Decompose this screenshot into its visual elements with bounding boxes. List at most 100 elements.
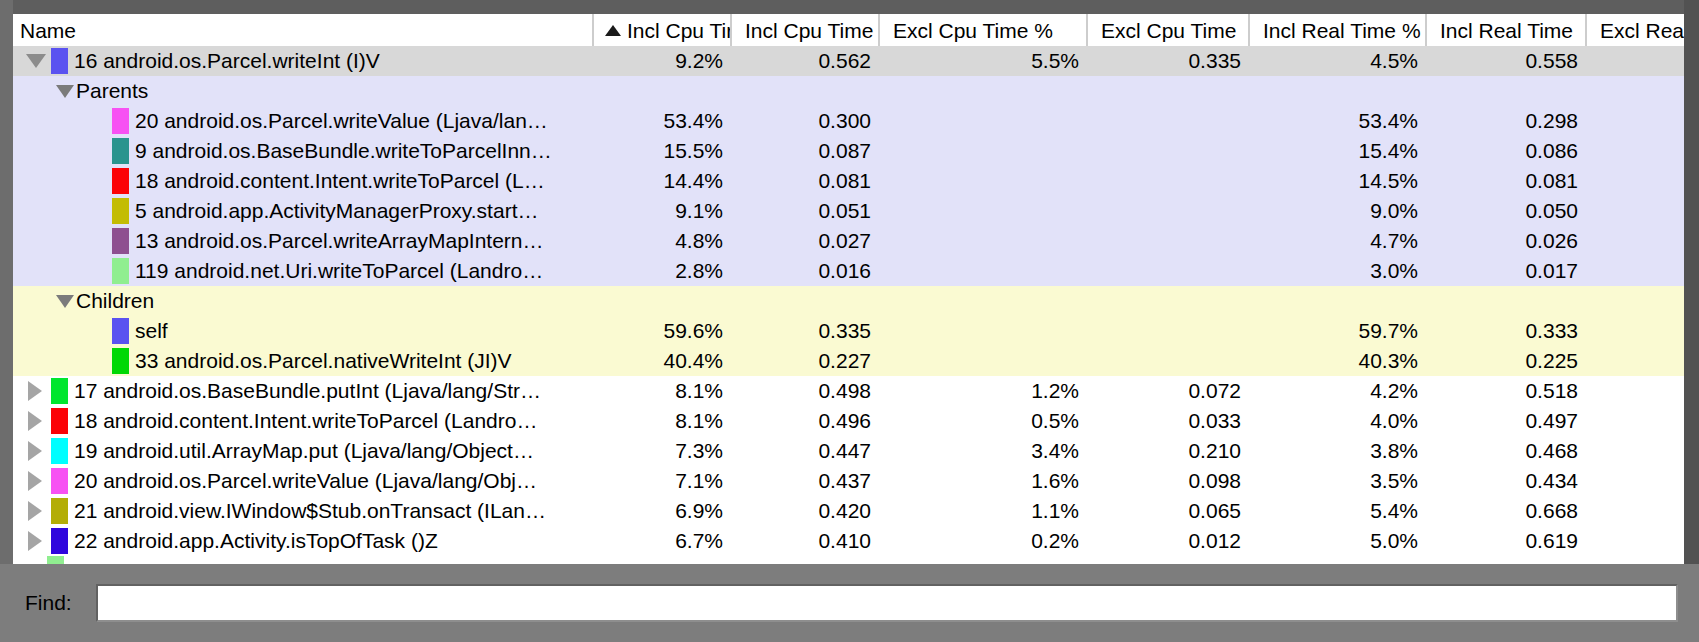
excl-cpu-time-cell <box>1088 166 1250 196</box>
table-row[interactable]: 20 android.os.Parcel.writeValue (Ljava/l… <box>13 106 1684 136</box>
method-color-swatch <box>51 528 68 554</box>
incl-cpu-time-cell: 0.027 <box>732 226 880 256</box>
excl-cpu-time-cell <box>1088 346 1250 376</box>
incl-cpu-time-cell: 0.410 <box>732 526 880 556</box>
column-header-excl-cpu-time[interactable]: Excl Cpu Time <box>1088 14 1250 46</box>
excl-cpu-time-cell: 0.065 <box>1088 496 1250 526</box>
column-header-incl-cpu-time-pct[interactable]: Incl Cpu Tir <box>594 14 732 46</box>
excl-cpu-time-pct-cell: 3.4% <box>880 436 1088 466</box>
method-color-swatch <box>112 168 129 194</box>
excl-cpu-time-cell: 0.012 <box>1088 526 1250 556</box>
table-row[interactable]: 18 android.content.Intent.writeToParcel … <box>13 406 1684 436</box>
table-row[interactable]: 20 android.os.Parcel.writeValue (Ljava/l… <box>13 466 1684 496</box>
collapsed-triangle-icon[interactable] <box>28 441 42 461</box>
incl-real-time-pct-cell: 4.7% <box>1250 226 1427 256</box>
incl-real-time-pct-cell: 14.5% <box>1250 166 1427 196</box>
incl-cpu-time-cell <box>732 76 880 106</box>
column-header-excl-real-time-pct[interactable]: Excl Real <box>1587 14 1684 46</box>
method-color-swatch <box>112 198 129 224</box>
table-row[interactable]: 13 android.os.Parcel.writeArrayMapIntern… <box>13 226 1684 256</box>
column-header-incl-real-time[interactable]: Incl Real Time <box>1427 14 1587 46</box>
incl-cpu-time-pct-cell: 14.4% <box>594 166 732 196</box>
incl-cpu-time-cell: 0.498 <box>732 376 880 406</box>
collapsed-triangle-icon[interactable] <box>28 381 42 401</box>
column-header-excl-cpu-time-pct[interactable]: Excl Cpu Time % <box>880 14 1088 46</box>
incl-cpu-time-cell: 0.335 <box>732 316 880 346</box>
incl-real-time-pct-cell: 3.5% <box>1250 466 1427 496</box>
column-header-label: Incl Real Time % <box>1263 15 1421 46</box>
excl-cpu-time-cell <box>1088 76 1250 106</box>
name-cell: Parents <box>13 76 594 106</box>
excl-cpu-time-pct-cell: 1.2% <box>880 376 1088 406</box>
method-name: 18 android.content.Intent.writeToParcel … <box>74 406 537 436</box>
table-row[interactable]: 9 android.os.BaseBundle.writeToParcelInn… <box>13 136 1684 166</box>
incl-real-time-cell: 0.081 <box>1427 166 1587 196</box>
column-header-incl-real-time-pct[interactable]: Incl Real Time % <box>1250 14 1427 46</box>
column-header-name[interactable]: Name <box>13 14 594 46</box>
incl-real-time-cell: 0.017 <box>1427 256 1587 286</box>
table-row[interactable]: 16 android.os.Parcel.writeInt (I)V 9.2% … <box>13 46 1684 76</box>
find-bar: Find: <box>0 564 1699 642</box>
excl-real-time-pct-cell <box>1587 436 1684 466</box>
table-row[interactable]: Children <box>13 286 1684 316</box>
collapsed-triangle-icon[interactable] <box>28 501 42 521</box>
table-row[interactable]: 33 android.os.Parcel.nativeWriteInt (JI)… <box>13 346 1684 376</box>
method-name: 18 android.content.Intent.writeToParcel … <box>135 166 545 196</box>
excl-real-time-pct-cell <box>1587 106 1684 136</box>
table-row[interactable]: 17 android.os.BaseBundle.putInt (Ljava/l… <box>13 376 1684 406</box>
excl-cpu-time-pct-cell <box>880 166 1088 196</box>
table-row[interactable]: 19 android.util.ArrayMap.put (Ljava/lang… <box>13 436 1684 466</box>
method-color-swatch <box>51 378 68 404</box>
method-name: 17 android.os.BaseBundle.putInt (Ljava/l… <box>74 376 541 406</box>
method-name: 21 android.view.IWindow$Stub.onTransact … <box>74 496 546 526</box>
table-row[interactable]: 21 android.view.IWindow$Stub.onTransact … <box>13 496 1684 526</box>
find-input[interactable] <box>96 584 1678 622</box>
name-cell: 16 android.os.Parcel.writeInt (I)V <box>13 46 594 76</box>
incl-cpu-time-cell: 0.016 <box>732 256 880 286</box>
method-name: 20 android.os.Parcel.writeValue (Ljava/l… <box>74 466 537 496</box>
disclosure-triangle-icon[interactable] <box>26 54 46 68</box>
table-row[interactable]: Parents <box>13 76 1684 106</box>
incl-cpu-time-pct-cell: 59.6% <box>594 316 732 346</box>
incl-cpu-time-pct-cell: 40.4% <box>594 346 732 376</box>
collapsed-triangle-icon[interactable] <box>28 531 42 551</box>
table-row[interactable]: 119 android.net.Uri.writeToParcel (Landr… <box>13 256 1684 286</box>
column-header-label: Incl Cpu Tir <box>627 15 732 46</box>
excl-cpu-time-pct-cell <box>880 136 1088 166</box>
disclosure-triangle-icon[interactable] <box>56 85 74 98</box>
collapsed-triangle-icon[interactable] <box>28 411 42 431</box>
method-name: 16 android.os.Parcel.writeInt (I)V <box>74 46 380 76</box>
excl-cpu-time-pct-cell <box>880 556 1088 564</box>
incl-cpu-time-pct-cell: 9.1% <box>594 196 732 226</box>
incl-real-time-pct-cell <box>1250 76 1427 106</box>
excl-real-time-pct-cell <box>1587 406 1684 436</box>
column-header-incl-cpu-time[interactable]: Incl Cpu Time <box>732 14 880 46</box>
table-row[interactable] <box>13 556 1684 564</box>
incl-real-time-pct-cell: 59.7% <box>1250 316 1427 346</box>
incl-cpu-time-pct-cell: 6.7% <box>594 526 732 556</box>
incl-cpu-time-pct-cell: 6.9% <box>594 496 732 526</box>
method-name: Parents <box>76 76 148 106</box>
name-cell: self <box>13 316 594 346</box>
excl-real-time-pct-cell <box>1587 526 1684 556</box>
method-color-swatch <box>112 108 129 134</box>
collapsed-triangle-icon[interactable] <box>28 471 42 491</box>
incl-real-time-cell <box>1427 76 1587 106</box>
incl-real-time-cell: 0.050 <box>1427 196 1587 226</box>
incl-cpu-time-cell: 0.081 <box>732 166 880 196</box>
table-row[interactable]: self 59.6% 0.335 59.7% 0.333 <box>13 316 1684 346</box>
table-row[interactable]: 22 android.app.Activity.isTopOfTask ()Z … <box>13 526 1684 556</box>
disclosure-triangle-icon[interactable] <box>56 295 74 308</box>
excl-cpu-time-pct-cell: 1.6% <box>880 466 1088 496</box>
table-row[interactable]: 18 android.content.Intent.writeToParcel … <box>13 166 1684 196</box>
column-header-label: Excl Cpu Time <box>1101 15 1236 46</box>
method-name: 33 android.os.Parcel.nativeWriteInt (JI)… <box>135 346 512 376</box>
incl-real-time-cell: 0.086 <box>1427 136 1587 166</box>
table-row[interactable]: 5 android.app.ActivityManagerProxy.start… <box>13 196 1684 226</box>
excl-real-time-pct-cell <box>1587 196 1684 226</box>
incl-cpu-time-pct-cell: 4.8% <box>594 226 732 256</box>
table-body: 16 android.os.Parcel.writeInt (I)V 9.2% … <box>13 46 1684 564</box>
incl-real-time-pct-cell: 40.3% <box>1250 346 1427 376</box>
column-header-label: Incl Cpu Time <box>745 15 873 46</box>
excl-cpu-time-cell: 0.098 <box>1088 466 1250 496</box>
